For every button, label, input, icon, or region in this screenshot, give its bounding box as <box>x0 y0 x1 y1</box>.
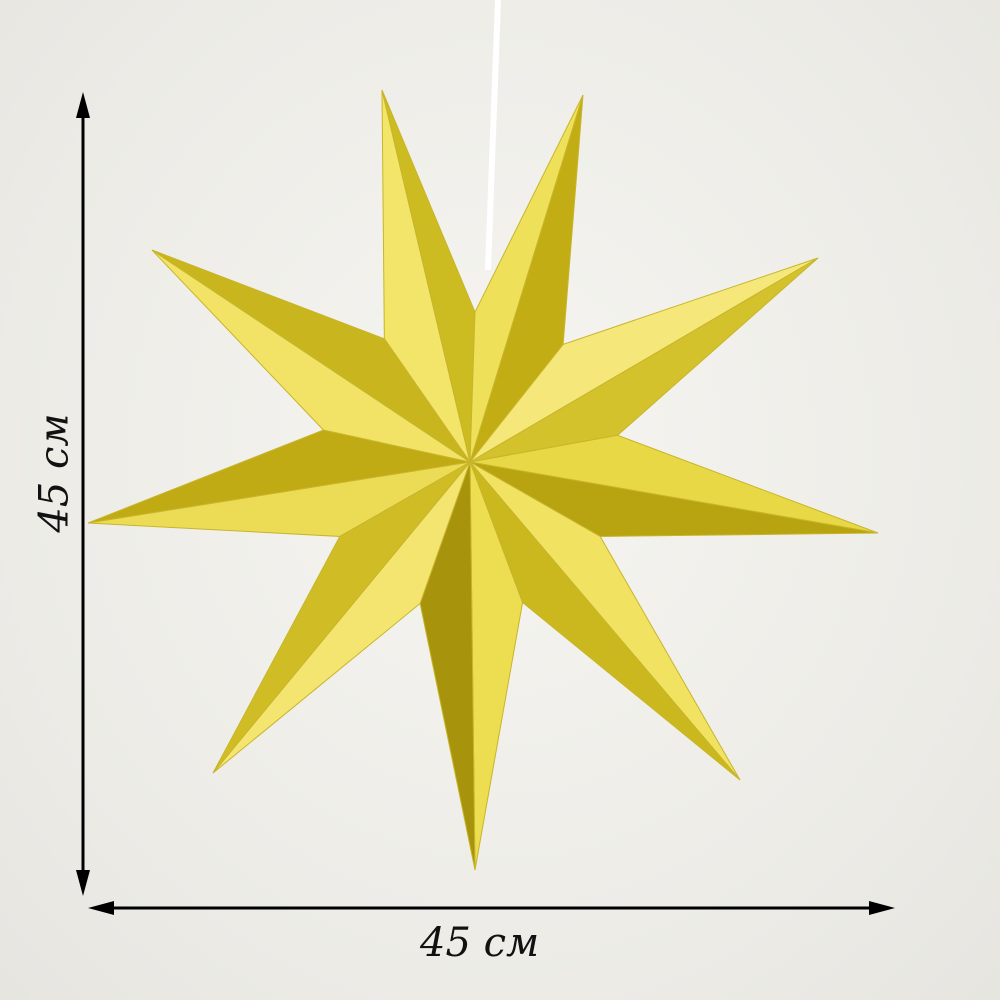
height-label: 45 см <box>31 413 78 533</box>
hanging-string <box>485 0 501 271</box>
star-facet <box>151 249 471 463</box>
width-label: 45 см <box>420 920 540 966</box>
gold-star <box>87 89 879 871</box>
width-arrow <box>88 901 895 915</box>
height-arrow <box>76 92 90 896</box>
